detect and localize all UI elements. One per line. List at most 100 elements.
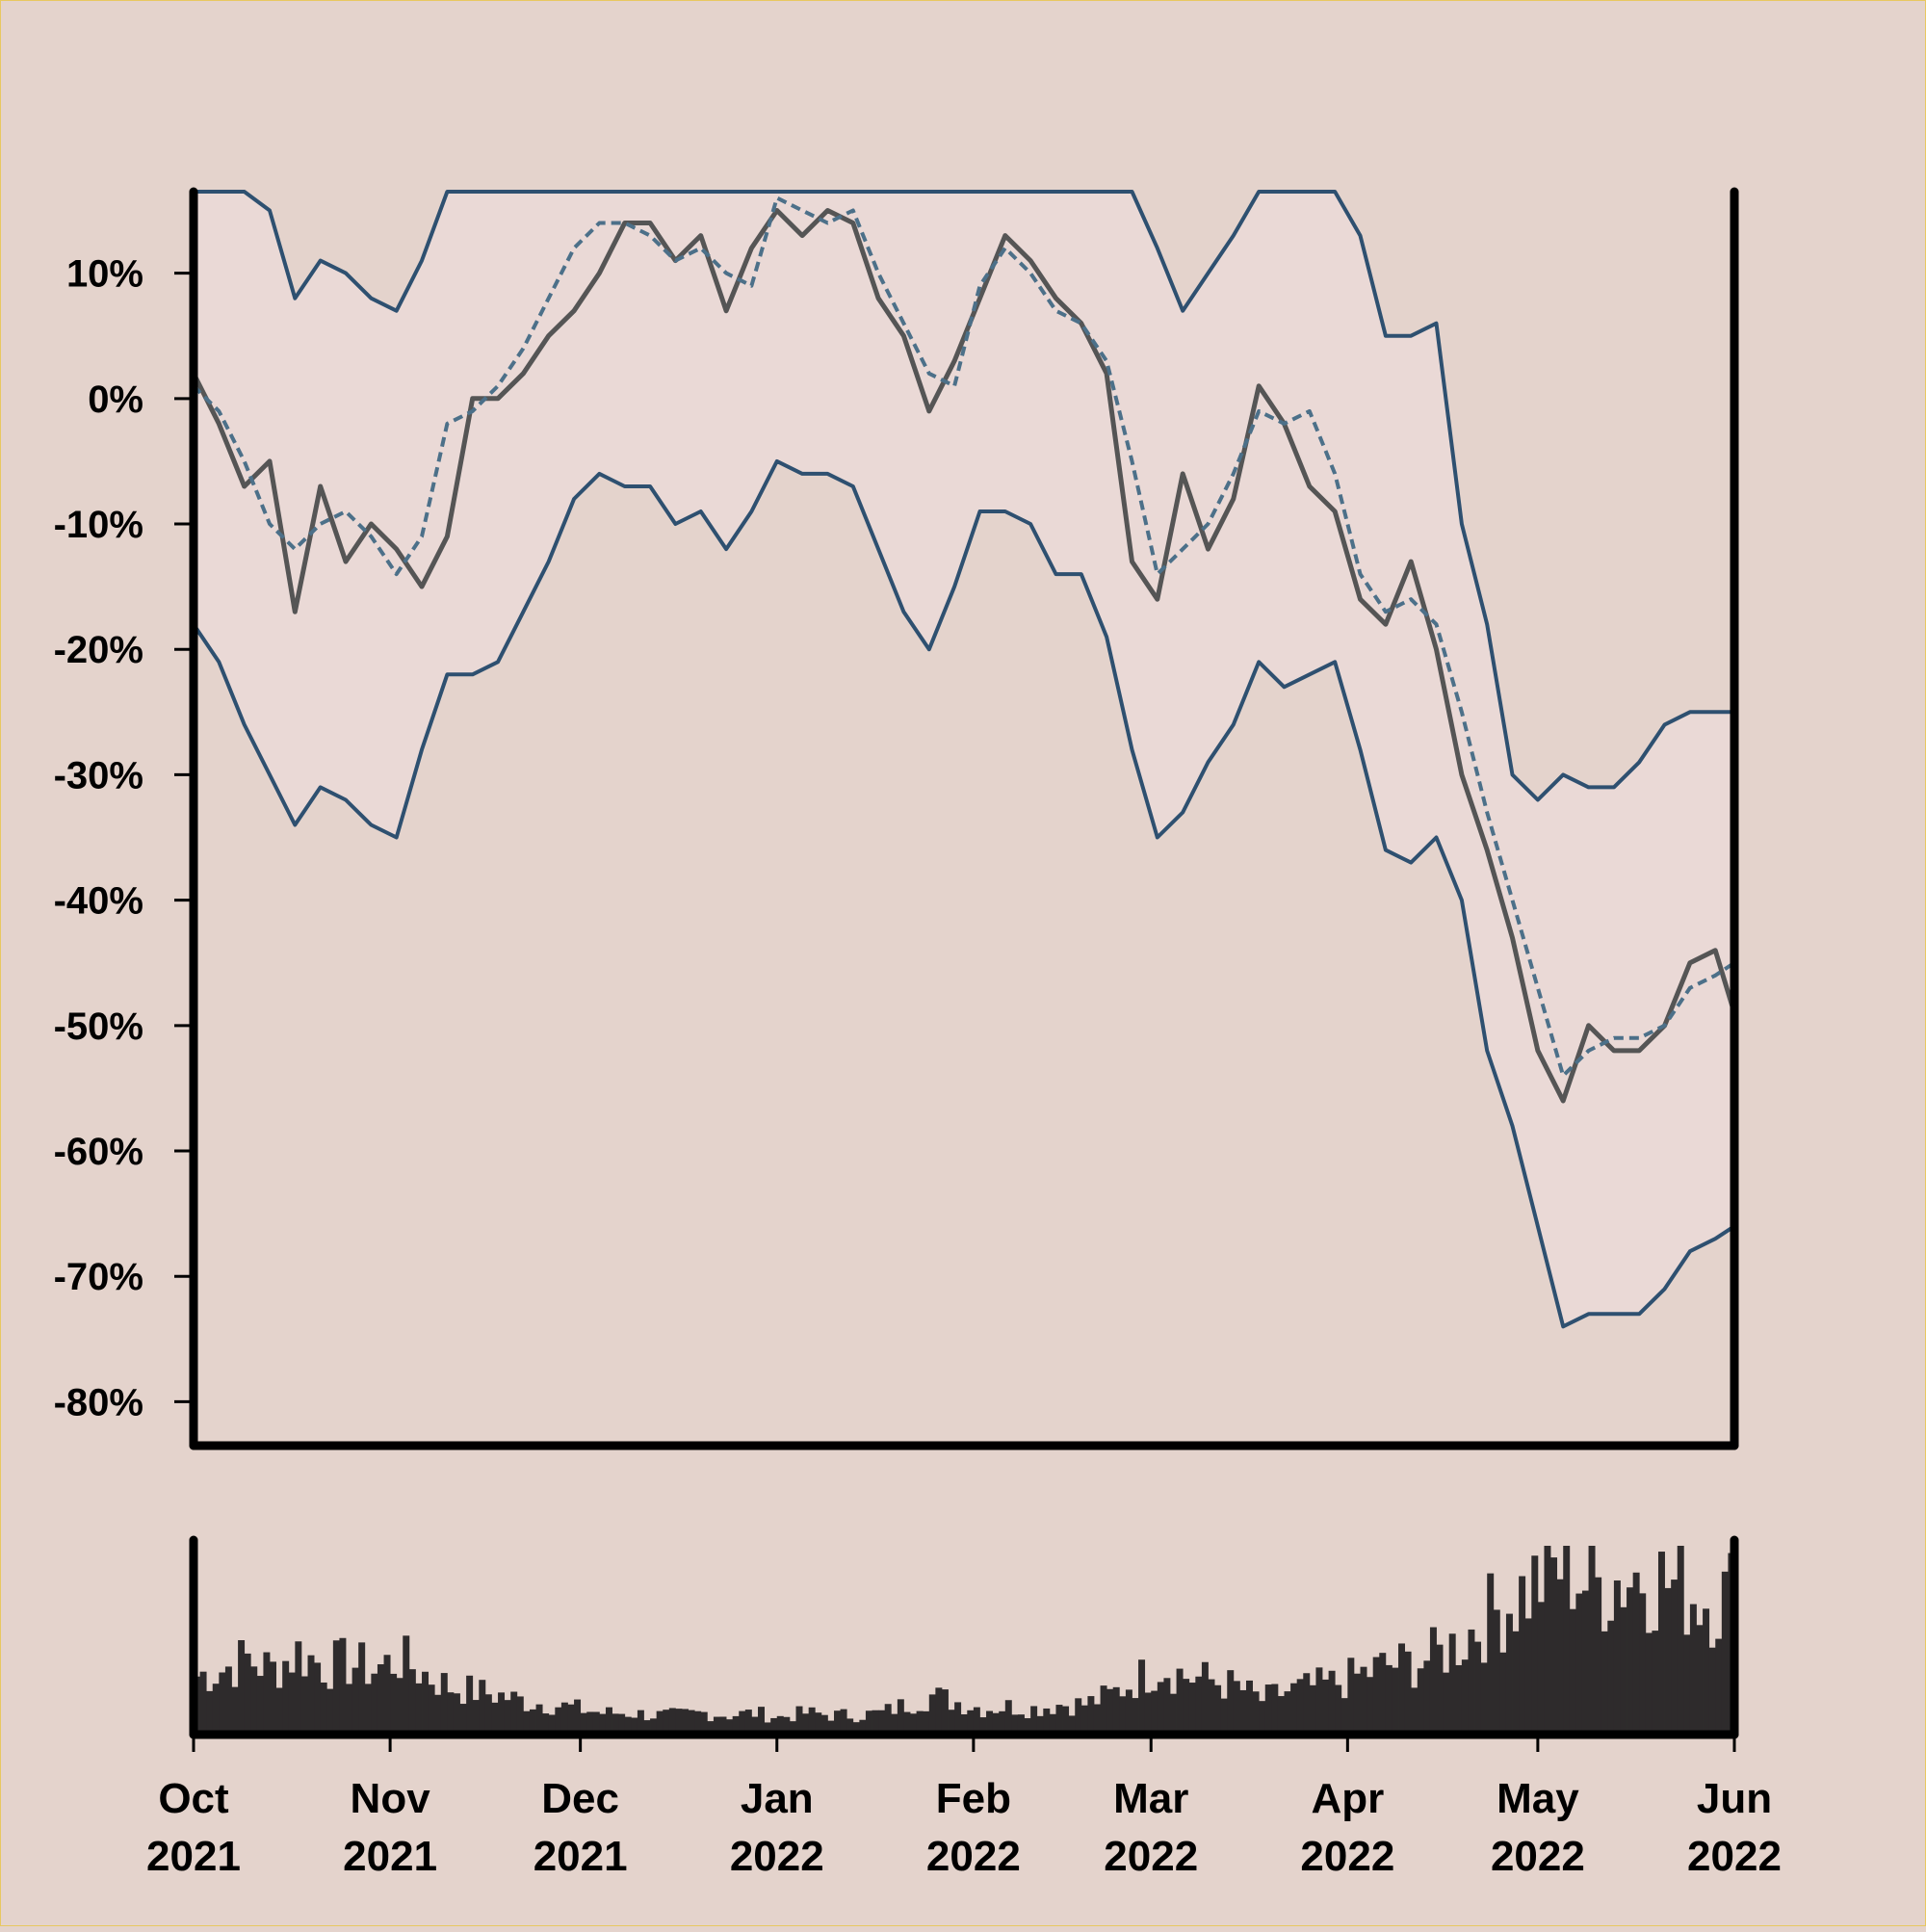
x-tick-year-label: 2022 [730, 1833, 824, 1880]
band-fill [194, 192, 1734, 1327]
volume-panel-frame [189, 1535, 1739, 1739]
volume-bar [1259, 1701, 1266, 1735]
volume-bar [992, 1712, 1000, 1735]
volume-bar [872, 1710, 879, 1735]
volume-bar [1512, 1631, 1520, 1735]
volume-bar [1264, 1684, 1272, 1735]
volume-bar [1563, 1546, 1571, 1735]
volume-bar [668, 1708, 676, 1735]
volume-bar [1119, 1696, 1127, 1735]
volume-bar [256, 1676, 264, 1735]
volume-bar [1499, 1652, 1507, 1735]
moving-average-line [192, 196, 1736, 1078]
volume-bar [713, 1716, 720, 1735]
volume-bar [1075, 1698, 1082, 1735]
volume-bar [707, 1721, 715, 1735]
volume-bar [529, 1709, 536, 1735]
volume-bar [1163, 1678, 1171, 1735]
volume-bar [1036, 1715, 1044, 1735]
volume-bar [1423, 1660, 1431, 1735]
volume-bar [1620, 1606, 1627, 1735]
volume-bar [390, 1673, 398, 1735]
volume-bar [1183, 1679, 1190, 1735]
volume-bar [1550, 1557, 1558, 1735]
volume-bar [1201, 1661, 1209, 1735]
volume-bar [1252, 1691, 1260, 1735]
volume-bar [1595, 1577, 1602, 1735]
volume-bar [314, 1662, 322, 1735]
volume-bar [897, 1699, 904, 1735]
x-tick-year-label: 2022 [1300, 1833, 1394, 1880]
volume-bar [650, 1718, 658, 1735]
y-tick-label: 0% [88, 379, 143, 421]
volume-bar [1055, 1705, 1063, 1735]
volume-bar [1125, 1689, 1132, 1735]
volume-bar [1277, 1696, 1285, 1735]
volume-bar [663, 1710, 670, 1735]
volume-bar [1049, 1713, 1056, 1735]
x-tick-year-label: 2022 [1104, 1833, 1198, 1880]
volume-bar [643, 1720, 651, 1735]
volume-bar [1144, 1692, 1152, 1735]
volume-bar [1519, 1576, 1526, 1735]
volume-bar [776, 1715, 784, 1735]
volume-bar [1652, 1631, 1659, 1735]
volume-bar [516, 1696, 524, 1735]
volume-bar [523, 1710, 531, 1735]
volume-bar [1487, 1573, 1495, 1735]
volume-bar [1417, 1668, 1424, 1735]
volume-bar [250, 1666, 258, 1735]
volume-bar [307, 1655, 315, 1735]
volume-bar [548, 1714, 556, 1735]
volume-bar [1715, 1638, 1723, 1735]
volume-bar [1721, 1571, 1729, 1735]
volume-bar [1004, 1700, 1012, 1735]
volume-bar [1392, 1667, 1399, 1735]
volume-bar [675, 1709, 683, 1735]
volume-bar [422, 1671, 429, 1735]
x-tick-month-label: Nov [351, 1775, 431, 1822]
volume-bar [472, 1700, 480, 1735]
volume-bar [1315, 1667, 1323, 1735]
volume-bar [295, 1641, 302, 1735]
volume-bar [275, 1687, 283, 1735]
volume-bar [447, 1692, 455, 1735]
volume-bar [935, 1687, 943, 1735]
volume-bar [878, 1710, 886, 1735]
volume-bar [891, 1713, 898, 1735]
volume-bar [1290, 1683, 1298, 1735]
volume-bar [244, 1653, 251, 1735]
volume-bar [1233, 1681, 1240, 1735]
volume-bar [815, 1712, 822, 1735]
volume-bar [1062, 1706, 1070, 1735]
volume-bar [1176, 1668, 1184, 1735]
volume-bar [282, 1660, 290, 1735]
volume-bar [231, 1686, 239, 1735]
volume-bar [960, 1714, 968, 1735]
volume-bar [1309, 1684, 1316, 1735]
volume-bar [865, 1710, 872, 1735]
volume-bar [744, 1710, 752, 1735]
x-tick-year-label: 2021 [534, 1833, 628, 1880]
volume-bar [358, 1642, 366, 1735]
volume-bar [1493, 1609, 1500, 1735]
volume-bar [1411, 1687, 1418, 1735]
volume-bar [928, 1694, 936, 1735]
volume-bar [618, 1713, 626, 1735]
volume-bar [1271, 1684, 1279, 1735]
volume-bar [1132, 1698, 1139, 1735]
price-line [191, 208, 1737, 1104]
volume-bar [802, 1713, 810, 1735]
volume-bar [1531, 1555, 1539, 1735]
volume-bar [1347, 1658, 1355, 1735]
y-tick-label: -80% [54, 1381, 143, 1423]
volume-bar [694, 1710, 702, 1735]
volume-bar [346, 1684, 352, 1735]
volume-bar [586, 1711, 594, 1735]
volume-bar [605, 1707, 612, 1735]
volume-bar [1284, 1691, 1291, 1735]
volume-bar [1366, 1677, 1374, 1735]
volume-bar [820, 1714, 828, 1735]
volume-bar [682, 1709, 689, 1735]
